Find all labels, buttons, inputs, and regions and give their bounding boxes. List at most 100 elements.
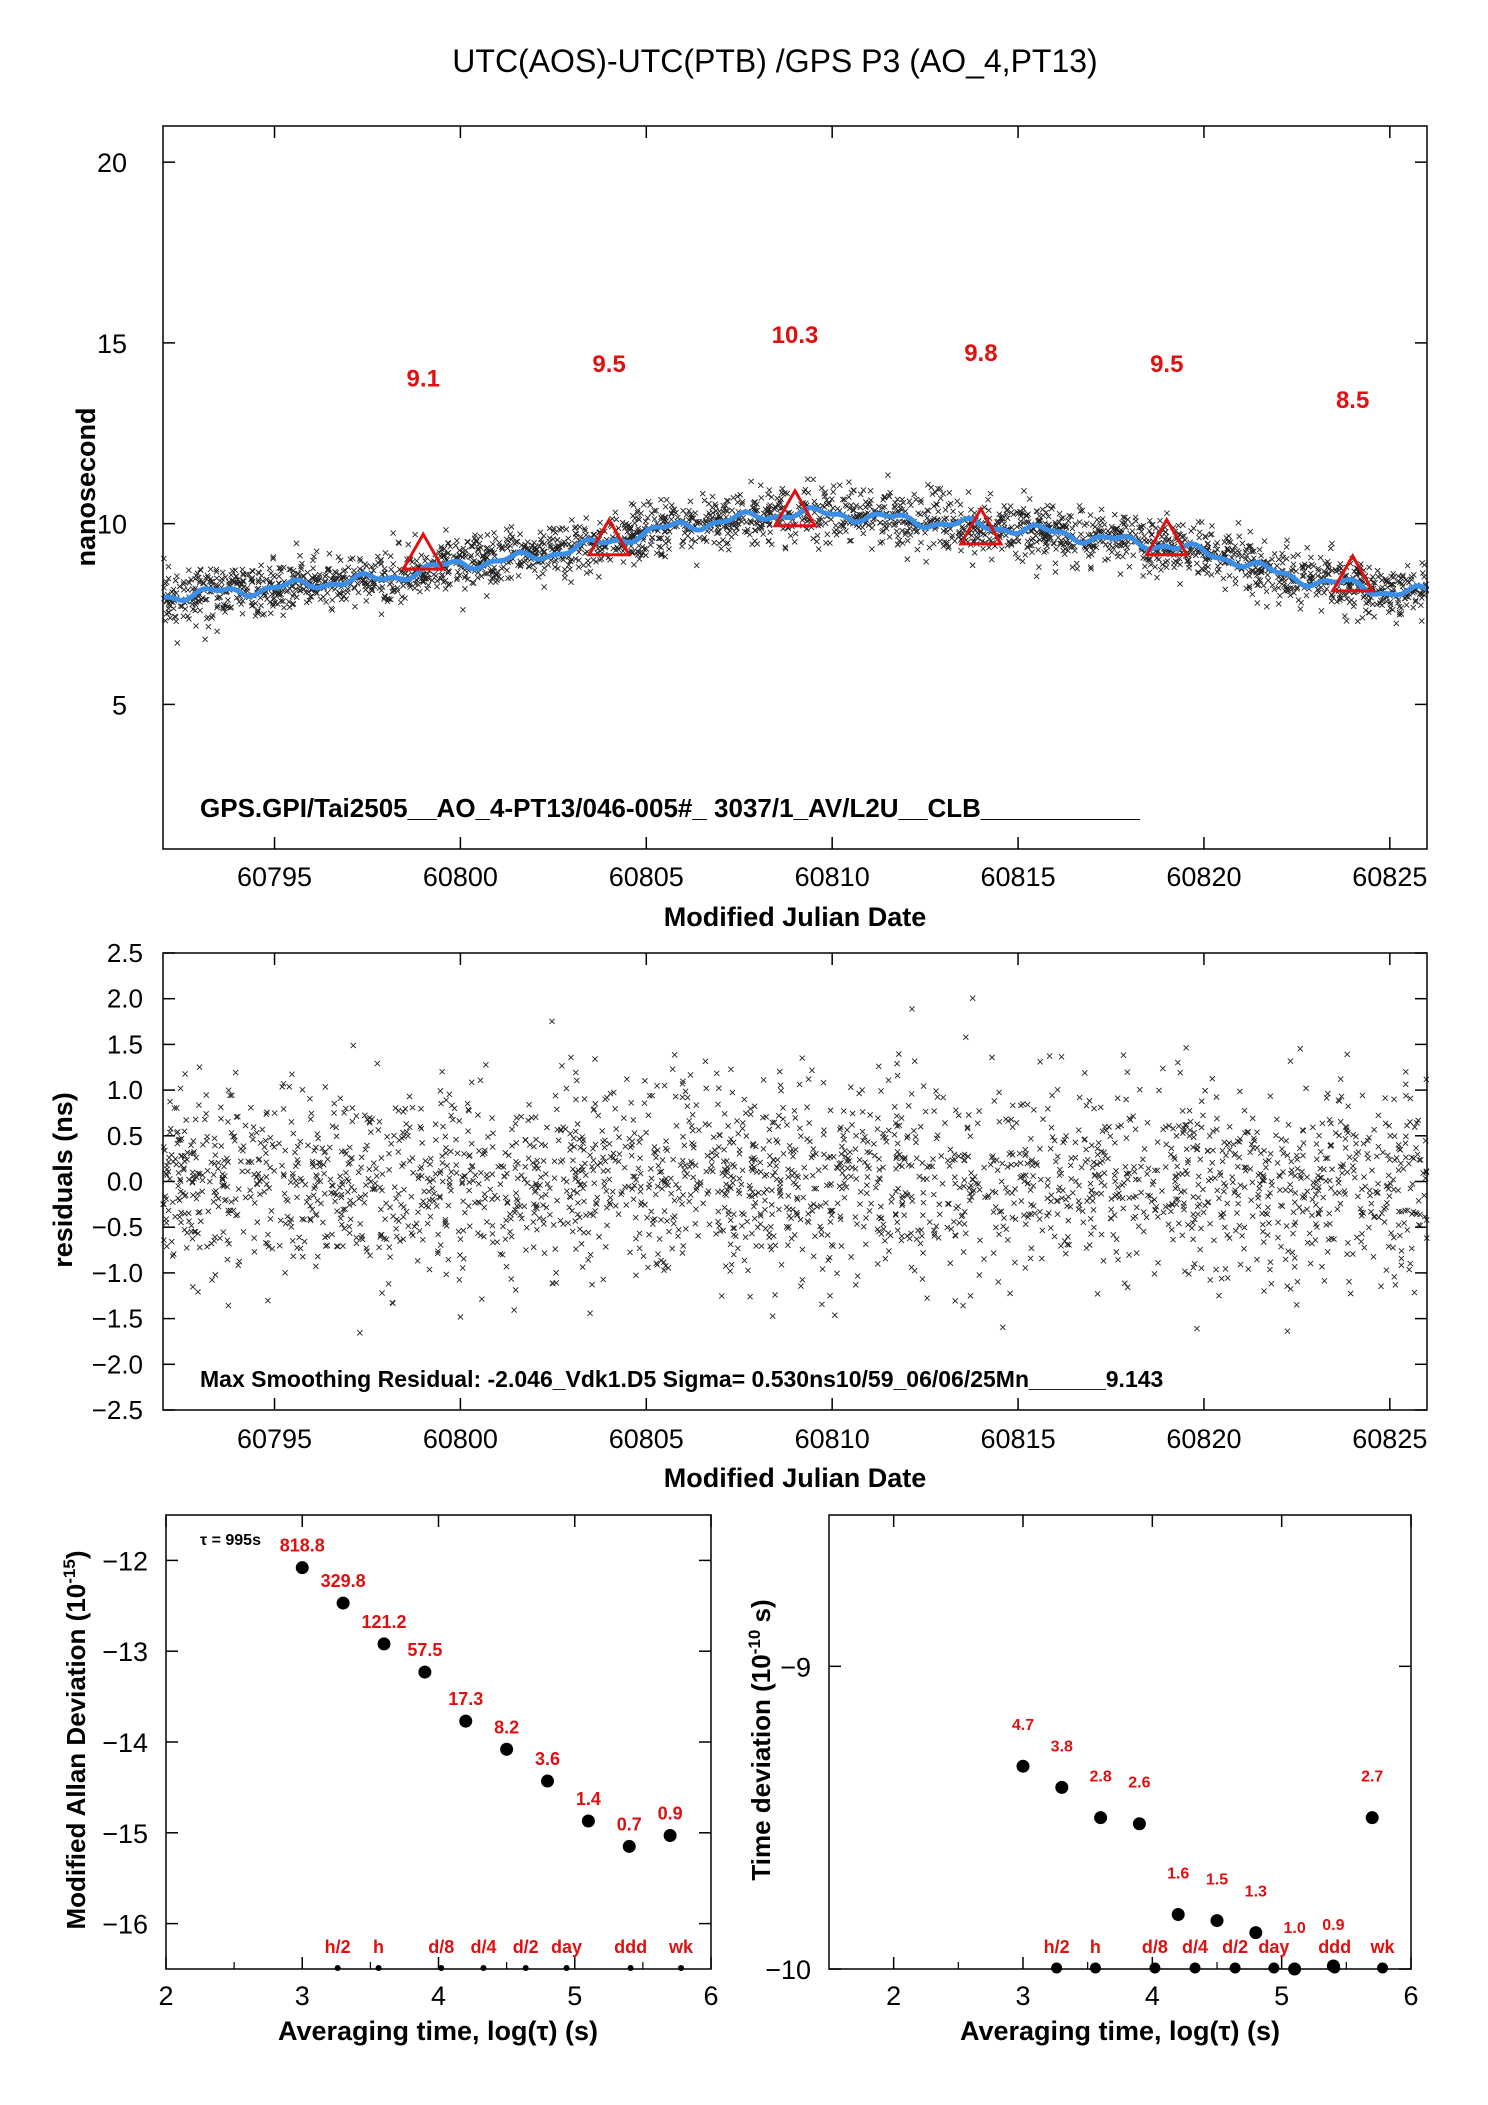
main-scatter-point bbox=[666, 528, 673, 535]
residual-scatter-point bbox=[581, 1096, 588, 1102]
residual-scatter-point bbox=[961, 1208, 968, 1215]
residual-scatter-point bbox=[774, 1139, 781, 1146]
main-scatter-point bbox=[826, 540, 833, 546]
residual-scatter-point bbox=[204, 1167, 211, 1174]
residual-scatter-point bbox=[805, 1076, 812, 1083]
residual-scatter-point bbox=[687, 1072, 694, 1078]
main-scatter-point bbox=[829, 505, 836, 511]
main-scatter-point bbox=[837, 528, 844, 535]
residual-scatter-point bbox=[898, 1115, 905, 1121]
residual-scatter-point bbox=[785, 1192, 792, 1199]
residual-scatter-point bbox=[570, 1157, 576, 1164]
residual-scatter-point bbox=[364, 1142, 370, 1149]
residual-scatter-point bbox=[1287, 1058, 1294, 1065]
residual-scatter-point bbox=[671, 1051, 678, 1058]
residual-scatter-point bbox=[800, 1194, 807, 1201]
main-scatter-point bbox=[1182, 537, 1189, 543]
residual-scatter-point bbox=[484, 1219, 490, 1225]
residual-scatter-point bbox=[1202, 1087, 1209, 1094]
residual-scatter-point bbox=[439, 1178, 446, 1185]
residual-scatter-point bbox=[1198, 1225, 1204, 1232]
main-scatter-point bbox=[535, 573, 542, 580]
residual-scatter-point bbox=[362, 1146, 369, 1153]
residual-scatter-point bbox=[839, 1170, 846, 1177]
residual-scatter-point bbox=[944, 1200, 951, 1207]
main-scatter-point bbox=[969, 562, 976, 569]
main-scatter-point bbox=[712, 501, 719, 508]
main-scatter-point bbox=[772, 504, 779, 511]
residual-scatter-point bbox=[628, 1152, 635, 1159]
residual-scatter-point bbox=[1064, 1233, 1071, 1240]
residual-scatter-point bbox=[795, 1184, 801, 1191]
residual-scatter-point bbox=[919, 1212, 926, 1219]
residual-scatter-point bbox=[661, 1208, 668, 1214]
residual-scatter-point bbox=[1132, 1213, 1139, 1220]
main-scatter-point bbox=[456, 551, 463, 558]
residual-scatter-point bbox=[848, 1254, 855, 1260]
main-scatter-point bbox=[940, 490, 947, 497]
main-scatter-point bbox=[1193, 560, 1200, 567]
main-scatter-point bbox=[270, 572, 277, 579]
residual-scatter-point bbox=[991, 1098, 998, 1104]
residual-scatter-point bbox=[448, 1169, 455, 1175]
main-scatter-point bbox=[730, 494, 737, 501]
residual-scatter-point bbox=[1267, 1093, 1274, 1100]
residual-scatter-point bbox=[951, 1151, 958, 1158]
residual-scatter-point bbox=[658, 1257, 665, 1264]
residual-scatter-point bbox=[446, 1091, 453, 1098]
main-scatter-point bbox=[434, 577, 441, 584]
main-scatter-point bbox=[1294, 585, 1300, 592]
residual-scatter-point bbox=[1239, 1232, 1245, 1239]
main-scatter-point bbox=[243, 571, 250, 578]
main-scatter-point bbox=[612, 509, 619, 516]
residual-scatter-point bbox=[1113, 1249, 1120, 1255]
residual-scatter-point bbox=[736, 1146, 743, 1153]
main-scatter-point bbox=[869, 546, 875, 552]
residual-scatter-point bbox=[599, 1128, 606, 1134]
residual-scatter-point bbox=[312, 1263, 319, 1270]
main-scatter-point bbox=[922, 529, 928, 536]
main-scatter-point bbox=[739, 498, 746, 505]
residual-scatter-point bbox=[406, 1158, 413, 1164]
main-scatter-point bbox=[843, 528, 849, 534]
main-scatter-point bbox=[432, 573, 439, 579]
residual-scatter-point bbox=[1266, 1266, 1273, 1273]
residual-scatter-point bbox=[775, 1112, 782, 1119]
residual-scatter-point bbox=[645, 1184, 652, 1191]
residual-scatter-point bbox=[271, 1167, 278, 1174]
residual-scatter-point bbox=[1051, 1233, 1058, 1240]
residual-scatter-point bbox=[594, 1194, 601, 1201]
main-scatter-point bbox=[531, 567, 538, 574]
residual-scatter-point bbox=[456, 1118, 463, 1124]
main-scatter-point bbox=[454, 575, 461, 581]
residual-scatter-point bbox=[265, 1231, 271, 1238]
residual-scatter-point bbox=[815, 1167, 822, 1174]
main-scatter-point bbox=[1069, 564, 1076, 571]
main-scatter-point bbox=[1148, 531, 1155, 538]
residual-scatter-point bbox=[1304, 1174, 1310, 1181]
residual-scatter-point bbox=[952, 1297, 959, 1304]
residual-scatter-point bbox=[1352, 1156, 1358, 1163]
residual-scatter-point bbox=[475, 1180, 482, 1187]
residual-scatter-point bbox=[1024, 1101, 1031, 1108]
residual-scatter-point bbox=[1382, 1095, 1389, 1101]
residual-scatter-point bbox=[741, 1096, 748, 1103]
residual-scatter-point bbox=[715, 1085, 722, 1092]
residual-scatter-point bbox=[871, 1152, 878, 1159]
residual-scatter-point bbox=[1073, 1178, 1079, 1185]
main-y-tick-label: 10 bbox=[97, 510, 127, 540]
main-scatter-point bbox=[286, 566, 293, 573]
main-scatter-point bbox=[1246, 583, 1253, 590]
main-scatter-point bbox=[228, 572, 235, 578]
residual-scatter-point bbox=[1210, 1147, 1216, 1154]
residual-scatter-point bbox=[418, 1202, 425, 1209]
main-scatter-point bbox=[980, 545, 987, 552]
main-scatter-point bbox=[1177, 580, 1184, 587]
residual-scatter-point bbox=[446, 1175, 453, 1181]
residual-scatter-point bbox=[1346, 1278, 1352, 1285]
residual-scatter-point bbox=[400, 1108, 407, 1115]
main-scatter-point bbox=[1068, 513, 1075, 520]
residual-scatter-point bbox=[382, 1216, 388, 1223]
main-scatter-point bbox=[529, 542, 536, 549]
main-scatter-point bbox=[1214, 539, 1221, 546]
